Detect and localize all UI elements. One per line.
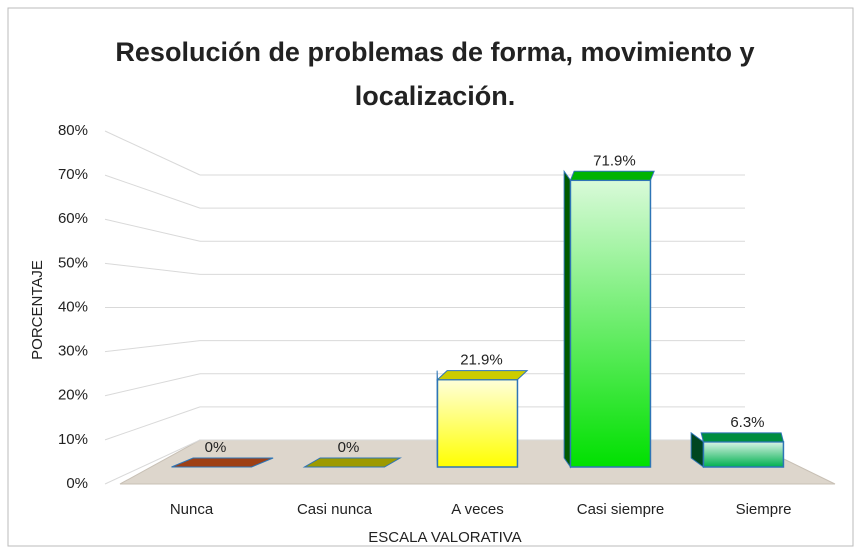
y-tick-label: 0% bbox=[66, 475, 88, 492]
x-tick-label: Casi siempre bbox=[577, 501, 665, 518]
bar-top bbox=[436, 370, 529, 381]
x-tick-label: Nunca bbox=[170, 501, 214, 518]
grid-line-side bbox=[104, 406, 201, 441]
y-tick-label: 80% bbox=[58, 122, 88, 139]
y-tick-label: 10% bbox=[58, 431, 88, 448]
value-label: 21.9% bbox=[460, 352, 503, 369]
value-label: 0% bbox=[205, 439, 227, 456]
bar-top bbox=[171, 457, 274, 468]
y-tick-label: 70% bbox=[58, 166, 88, 183]
y-tick-label: 50% bbox=[58, 254, 88, 271]
value-label: 71.9% bbox=[593, 152, 636, 169]
grid-line-side bbox=[104, 439, 201, 485]
grid-line-side bbox=[104, 340, 201, 353]
grid-line-side bbox=[104, 130, 201, 176]
bar-side bbox=[563, 169, 571, 469]
bar bbox=[569, 179, 652, 468]
grid-line-side bbox=[104, 373, 201, 397]
y-tick-label: 20% bbox=[58, 387, 88, 404]
y-axis-title: PORCENTAJE bbox=[29, 260, 46, 360]
x-axis-title: ESCALA VALORATIVA bbox=[368, 529, 521, 546]
grid-line-side bbox=[104, 262, 201, 275]
chart-title: Resolución de problemas de forma, movimi… bbox=[115, 37, 755, 111]
bar-top bbox=[302, 457, 402, 468]
bar-top bbox=[569, 170, 655, 181]
grid-line-side bbox=[104, 218, 201, 242]
value-label: 6.3% bbox=[730, 414, 764, 431]
x-tick-label: A veces bbox=[451, 501, 504, 518]
y-tick-label: 30% bbox=[58, 343, 88, 360]
value-label: 0% bbox=[338, 439, 360, 456]
x-tick-label: Casi nunca bbox=[297, 501, 373, 518]
x-tick-label: Siempre bbox=[736, 501, 792, 518]
grid-line-side bbox=[104, 174, 201, 209]
y-tick-label: 60% bbox=[58, 210, 88, 227]
y-tick-label: 40% bbox=[58, 298, 88, 315]
bar bbox=[702, 441, 785, 468]
bar bbox=[436, 378, 519, 468]
bar-top bbox=[700, 432, 785, 443]
